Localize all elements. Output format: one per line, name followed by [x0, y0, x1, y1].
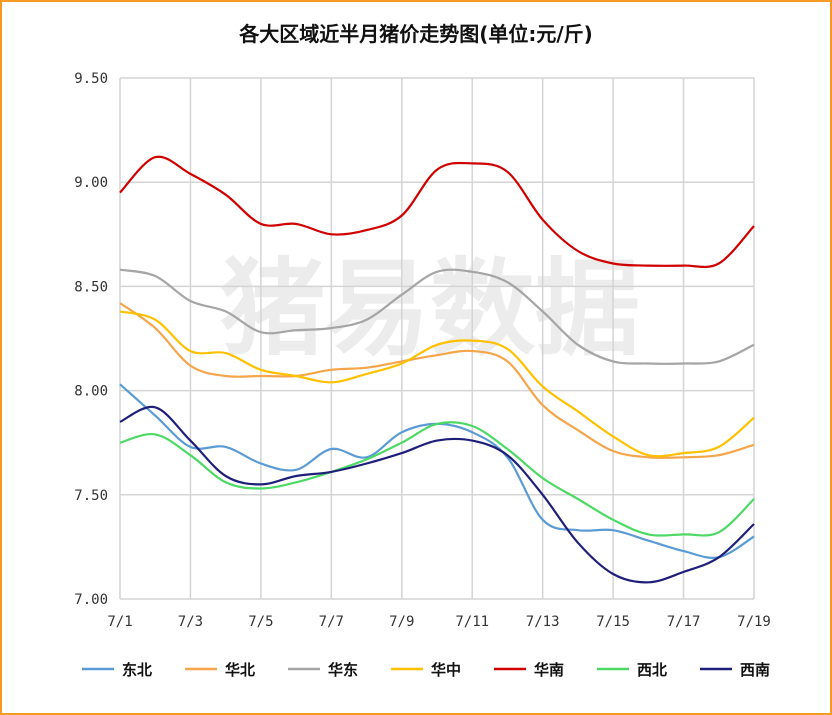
- series-line-1: [119, 302, 755, 459]
- vertical-gridlines: [119, 78, 755, 599]
- legend-label: 西南: [740, 661, 770, 679]
- x-tick-label: 7/15: [596, 614, 630, 630]
- legend-label: 华北: [225, 661, 255, 679]
- x-tick-label: 7/7: [319, 614, 344, 630]
- legend: 东北 华北 华东 华中 华南 西北 西南: [82, 661, 770, 679]
- legend-label: 西北: [637, 661, 667, 679]
- legend-label: 华中: [431, 661, 461, 679]
- y-tick-label: 9.00: [74, 175, 108, 191]
- y-tick-label: 8.00: [74, 384, 108, 400]
- series-lines: [119, 155, 755, 584]
- y-tick-label: 9.50: [74, 71, 108, 87]
- x-tick-label: 7/9: [389, 614, 414, 630]
- y-tick-label: 7.00: [74, 592, 108, 608]
- series-line-3: [119, 310, 755, 458]
- x-tick-label: 7/1: [107, 614, 132, 630]
- legend-label: 东北: [122, 661, 152, 679]
- x-tick-label: 7/11: [455, 614, 489, 630]
- x-tick-label: 7/5: [248, 614, 273, 630]
- legend-label: 华南: [534, 661, 564, 679]
- x-tick-label: 7/13: [526, 614, 560, 630]
- x-tick-label: 7/3: [178, 614, 203, 630]
- series-line-5: [119, 421, 755, 537]
- x-tick-label: 7/19: [737, 614, 771, 630]
- series-line-4: [119, 155, 755, 269]
- chart-title: 各大区域近半月猪价走势图(单位:元/斤): [239, 22, 593, 46]
- legend-label: 华东: [328, 661, 358, 679]
- series-line-0: [119, 383, 755, 559]
- series-line-2: [119, 268, 755, 365]
- x-axis-tick-labels: 7/1 7/3 7/5 7/7 7/9 7/11 7/13 7/15 7/17 7/19: [107, 614, 771, 630]
- y-axis-tick-labels: 7.00 7.50 8.00 8.50 9.00 9.50: [74, 71, 108, 608]
- y-tick-label: 7.50: [74, 488, 108, 504]
- y-tick-label: 8.50: [74, 279, 108, 295]
- horizontal-gridlines: [120, 77, 754, 600]
- x-tick-label: 7/17: [667, 614, 701, 630]
- series-line-6: [119, 405, 755, 584]
- watermark-text: 猪易数据: [220, 248, 640, 370]
